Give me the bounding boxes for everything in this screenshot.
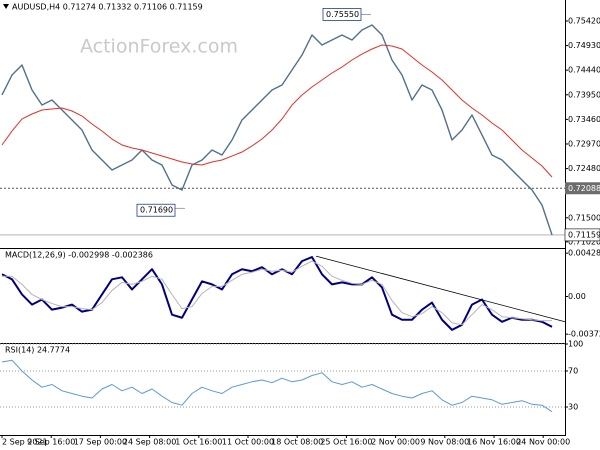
- x-tick-label: 9 Nov 08:00: [420, 438, 469, 447]
- y-tick-label: 0.73460: [568, 115, 600, 124]
- x-tick-label: 17 Sep 00:00: [74, 438, 127, 447]
- y-tick-label: 0.71500: [568, 213, 600, 222]
- x-tick-label: 11 Oct 00:00: [222, 438, 274, 447]
- last-price-box: [564, 228, 600, 242]
- chart-title: AUDUSD,H4 0.71274 0.71332 0.71106 0.7115…: [12, 3, 203, 12]
- x-tick-label: 24 Nov 00:00: [516, 438, 570, 447]
- reference-label-box: [565, 182, 600, 195]
- menu-arrow: [3, 4, 9, 9]
- annotation-box: [136, 203, 176, 217]
- y-tick-label: 30: [568, 403, 578, 412]
- series-line: [1, 24, 553, 236]
- series-line: [1, 359, 553, 413]
- y-tick-label: 0.74930: [568, 41, 600, 50]
- y-tick-label: 0.75420: [568, 16, 600, 25]
- series-line: [1, 256, 553, 331]
- y-tick-label: 0.72480: [568, 164, 600, 173]
- x-tick-label: 16 Nov 16:00: [467, 438, 521, 447]
- y-tick-label: 0.73950: [568, 90, 600, 99]
- last-price-label: 0.71159: [568, 230, 600, 239]
- x-tick-label: 24 Sep 08:00: [123, 438, 176, 447]
- annotation-label: 0.75550: [326, 10, 359, 19]
- macd-title: MACD(12,26,9) -0.002998 -0.002386: [5, 251, 153, 260]
- series-line: [1, 44, 553, 178]
- x-tick-label: 18 Oct 08:00: [271, 438, 323, 447]
- x-tick-label: 25 Oct 16:00: [320, 438, 372, 447]
- y-tick-label: -0.003726: [568, 330, 600, 339]
- y-tick-label: 0.71020: [568, 237, 600, 246]
- x-tick-label: 1 Oct 16:00: [175, 438, 222, 447]
- rsi-title: RSI(14) 24.7774: [5, 346, 70, 355]
- x-tick-label: 9 Sep 16:00: [27, 438, 75, 447]
- y-tick-label: 0.004287: [568, 249, 600, 258]
- y-tick-label: 70: [568, 367, 578, 376]
- watermark: ActionForex.com: [80, 36, 238, 58]
- y-tick-label: 0.74440: [568, 66, 600, 75]
- y-tick-label: 0.00: [568, 292, 586, 301]
- y-tick-label: 0.72970: [568, 139, 600, 148]
- y-tick-label: 100: [568, 340, 583, 349]
- reference-label: 0.72088: [568, 184, 600, 193]
- series-line: [2, 260, 553, 326]
- trendline: [315, 255, 566, 323]
- x-tick-label: 2 Nov 00:00: [371, 438, 420, 447]
- x-tick-label: 2 Sep 2021: [2, 438, 48, 447]
- annotation-label: 0.71690: [140, 206, 173, 215]
- annotation-box: [322, 8, 362, 21]
